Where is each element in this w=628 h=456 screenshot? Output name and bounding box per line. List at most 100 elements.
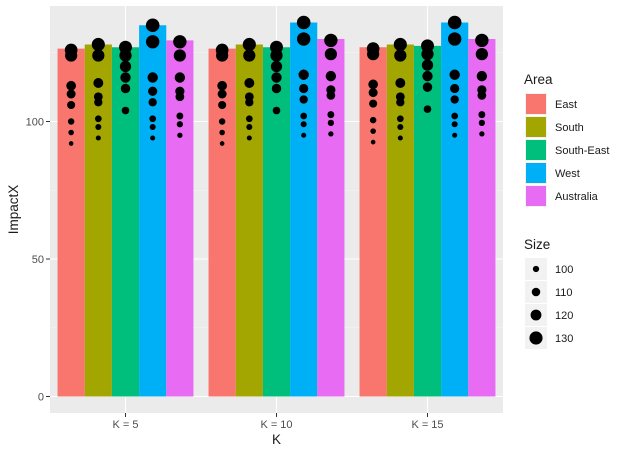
size-legend-dot <box>530 309 542 321</box>
data-point <box>150 135 156 141</box>
legend-swatch <box>526 186 546 206</box>
size-legend: Size 100 110 120 130 <box>524 237 573 349</box>
data-point <box>174 72 186 83</box>
data-point <box>422 82 433 92</box>
size-legend-label: 110 <box>555 287 573 299</box>
bar-south-east <box>262 47 291 397</box>
data-point <box>447 15 462 30</box>
bars <box>57 22 496 397</box>
data-point <box>65 49 78 62</box>
data-point <box>298 69 309 80</box>
data-point <box>449 69 460 80</box>
y-tick-label: 100 <box>26 117 44 129</box>
data-point <box>148 98 157 107</box>
fill-legend-label: South <box>555 122 584 134</box>
size-legend-label: 120 <box>555 310 573 322</box>
data-point <box>246 123 253 131</box>
data-point <box>272 106 281 115</box>
legend-swatch <box>526 94 546 114</box>
data-point <box>421 48 434 61</box>
bar-south-east <box>111 47 140 397</box>
data-point <box>148 86 158 96</box>
data-point <box>120 83 131 94</box>
data-point <box>271 83 282 94</box>
data-point <box>478 111 486 119</box>
size-legend-dot <box>531 287 541 297</box>
size-legend-label: 100 <box>555 264 573 276</box>
data-point <box>367 48 380 61</box>
data-point <box>245 98 254 107</box>
data-point <box>475 48 488 61</box>
fill-legend-label: East <box>555 99 577 111</box>
y-axis-title: ImpactX <box>6 185 21 235</box>
data-point <box>300 121 307 128</box>
data-point <box>120 72 131 83</box>
data-point <box>299 95 308 104</box>
data-point <box>219 141 225 146</box>
data-point <box>121 106 130 115</box>
data-point <box>370 128 376 134</box>
data-point <box>395 78 406 88</box>
data-point <box>67 118 75 125</box>
data-point <box>476 70 488 82</box>
x-axis: K = 5 K = 10 K = 15 <box>113 413 444 431</box>
data-point <box>95 123 102 131</box>
fill-legend: Area East South South-East West Australia <box>524 72 609 207</box>
bar-east <box>208 48 236 397</box>
fill-legend-title: Area <box>524 72 553 87</box>
data-point <box>66 80 76 91</box>
size-legend-title: Size <box>524 237 550 252</box>
x-axis-title: K <box>272 432 281 447</box>
data-point <box>368 88 378 98</box>
data-point <box>217 89 227 99</box>
data-point <box>217 80 227 91</box>
data-point <box>369 99 378 108</box>
data-point <box>328 131 334 137</box>
data-point <box>326 90 336 100</box>
legend-swatch <box>526 117 546 137</box>
data-point <box>327 111 335 119</box>
data-point <box>149 115 157 123</box>
x-tick-label: K = 5 <box>113 419 139 431</box>
data-point <box>95 135 101 141</box>
data-point <box>66 89 76 99</box>
data-point <box>68 141 74 146</box>
bar-east <box>57 48 85 397</box>
data-point <box>270 49 283 62</box>
size-legend-dot <box>532 265 540 273</box>
data-point <box>450 83 460 94</box>
data-point <box>451 121 458 128</box>
data-point <box>421 59 434 71</box>
legend-swatch <box>526 163 546 183</box>
x-tick-label: K = 10 <box>260 419 292 431</box>
data-point <box>94 98 103 107</box>
fill-legend-label: West <box>555 168 580 180</box>
data-point <box>300 112 308 120</box>
data-point <box>245 115 253 123</box>
data-point <box>218 118 226 125</box>
data-point <box>296 32 311 46</box>
bar-south-east <box>413 45 442 397</box>
data-point <box>370 139 376 145</box>
data-point <box>218 100 227 110</box>
data-point <box>299 83 309 94</box>
data-point <box>325 70 337 82</box>
data-point <box>393 37 407 52</box>
data-point <box>396 115 404 123</box>
data-point <box>368 79 378 90</box>
points <box>64 15 489 146</box>
size-legend-dot <box>529 331 543 345</box>
data-point <box>216 49 229 62</box>
data-point <box>93 78 104 88</box>
data-point <box>447 32 462 46</box>
data-point <box>176 112 184 120</box>
legend-swatch <box>526 140 546 160</box>
size-legend-label: 130 <box>555 333 573 345</box>
data-point <box>94 115 102 123</box>
data-point <box>91 37 105 52</box>
data-point <box>119 49 132 62</box>
data-point <box>145 35 160 49</box>
data-point <box>175 92 185 102</box>
data-point <box>92 49 105 62</box>
